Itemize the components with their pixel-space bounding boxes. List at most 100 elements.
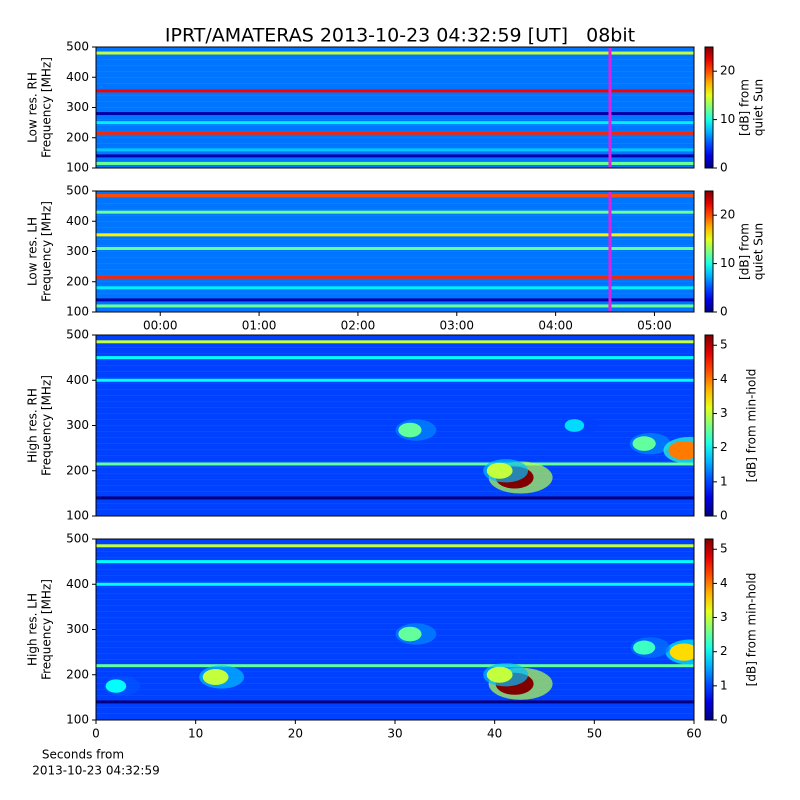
colorbar-tick-label: 0 — [720, 305, 728, 319]
colorbar-tick-label: 4 — [720, 372, 728, 386]
texture — [96, 221, 694, 222]
texture — [96, 401, 694, 402]
texture — [96, 461, 694, 462]
colorbar-label: [dB] from min-hold — [745, 573, 759, 687]
band — [96, 298, 694, 302]
texture — [96, 617, 694, 618]
burst — [398, 626, 422, 642]
band — [96, 462, 694, 466]
band — [96, 121, 694, 125]
y-tick-label: 200 — [66, 130, 89, 144]
band — [96, 356, 694, 360]
texture — [96, 431, 694, 432]
colorbar-tick-label: 1 — [720, 474, 728, 488]
texture — [96, 587, 694, 588]
texture — [96, 449, 694, 450]
y-tick-label: 100 — [66, 509, 89, 523]
texture — [96, 593, 694, 594]
colorbar-tick-label: 10 — [720, 112, 735, 126]
texture — [96, 563, 694, 564]
texture — [96, 629, 694, 630]
texture — [96, 215, 694, 216]
colorbar — [704, 334, 714, 517]
band — [96, 161, 694, 165]
texture — [96, 575, 694, 576]
texture — [96, 377, 694, 378]
texture — [96, 245, 694, 246]
y-tick-label: 300 — [66, 244, 89, 258]
texture — [96, 347, 694, 348]
y-tick-label: 500 — [66, 184, 89, 198]
y-tick-label: 300 — [66, 100, 89, 114]
texture — [96, 143, 694, 144]
colorbar-tick-label: 0 — [720, 161, 728, 175]
texture — [96, 371, 694, 372]
plot-area — [96, 191, 694, 312]
texture — [96, 425, 694, 426]
texture — [96, 635, 694, 636]
texture — [96, 125, 694, 126]
y-tick-label: 500 — [66, 532, 89, 546]
y-axis-label: High res. LH — [26, 593, 40, 666]
x-tick-label: 20 — [288, 727, 303, 741]
x-tick-label: 05:00 — [637, 319, 672, 333]
band — [96, 582, 694, 586]
y-tick-label: 400 — [66, 214, 89, 228]
texture — [96, 59, 694, 60]
x-tick-label: 03:00 — [439, 319, 474, 333]
y-axis-label: High res. RH — [26, 388, 40, 463]
band — [96, 246, 694, 250]
band — [96, 112, 694, 116]
colorbar-tick-label: 10 — [720, 256, 735, 270]
texture — [96, 491, 694, 492]
texture — [96, 581, 694, 582]
texture — [96, 263, 694, 264]
heatmap-background — [96, 47, 694, 168]
y-axis-label: Frequency [MHz] — [40, 57, 54, 158]
texture — [96, 473, 694, 474]
y-tick-label: 200 — [66, 667, 89, 681]
burst — [669, 643, 694, 661]
texture — [96, 641, 694, 642]
y-tick-label: 100 — [66, 305, 89, 319]
texture — [96, 677, 694, 678]
band — [96, 233, 694, 237]
texture — [96, 227, 694, 228]
y-tick-label: 400 — [66, 373, 89, 387]
burst — [668, 441, 694, 460]
band — [96, 496, 694, 500]
texture — [96, 659, 694, 660]
y-tick-label: 300 — [66, 622, 89, 636]
colorbar-label: quiet Sun — [752, 223, 766, 280]
texture — [96, 443, 694, 444]
colorbar-tick-label: 3 — [720, 610, 728, 624]
texture — [96, 275, 694, 276]
x-tick-label: 04:00 — [538, 319, 573, 333]
y-tick-label: 400 — [66, 70, 89, 84]
texture — [96, 623, 694, 624]
burst — [486, 666, 513, 683]
y-tick-label: 100 — [66, 161, 89, 175]
colorbar-label: [dB] from — [738, 223, 752, 280]
texture — [96, 293, 694, 294]
band — [96, 378, 694, 382]
texture — [96, 485, 694, 486]
colorbar-tick-label: 0 — [720, 509, 728, 523]
burst — [105, 679, 127, 693]
x-tick-label: 01:00 — [242, 319, 277, 333]
burst — [202, 669, 229, 685]
texture — [96, 77, 694, 78]
burst — [564, 419, 585, 432]
texture — [96, 605, 694, 606]
texture — [96, 251, 694, 252]
colorbar-label: [dB] from — [738, 79, 752, 136]
texture — [96, 161, 694, 162]
y-axis-label: Frequency [MHz] — [40, 375, 54, 476]
y-axis-label: Low res. LH — [26, 217, 40, 286]
band — [96, 154, 694, 158]
colorbar-tick-label: 5 — [720, 338, 728, 352]
texture — [96, 437, 694, 438]
figure-title: IPRT/AMATERAS 2013-10-23 04:32:59 [UT] 0… — [165, 25, 635, 47]
burst — [398, 422, 422, 438]
